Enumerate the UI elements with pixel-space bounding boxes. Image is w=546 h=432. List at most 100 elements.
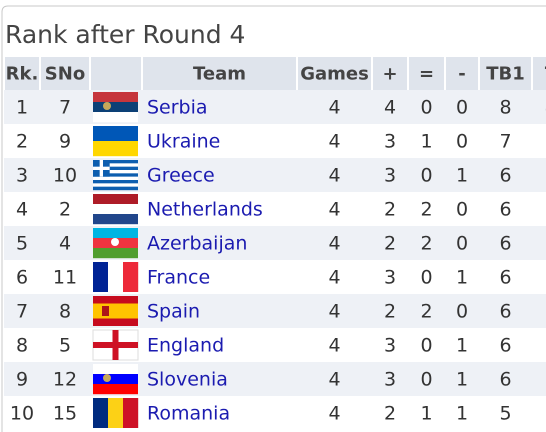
- column-header: +: [382, 64, 397, 85]
- flag-stripe: [93, 166, 138, 171]
- table-cell: 4: [384, 97, 396, 119]
- country-flag: [93, 92, 138, 123]
- table-cell: 1: [420, 131, 432, 153]
- table-cell: 8: [499, 97, 511, 119]
- table-cell: 2: [420, 233, 432, 255]
- table-cell: 1: [16, 97, 28, 119]
- table-cell: 7: [59, 97, 71, 119]
- table-cell: 1: [456, 369, 468, 391]
- column-header: Games: [300, 64, 369, 85]
- table-cell: 6: [499, 199, 511, 221]
- flag-stripe: [123, 262, 139, 292]
- team-link[interactable]: Spain: [147, 301, 200, 323]
- flag-stripe: [93, 170, 138, 174]
- team-link[interactable]: Ukraine: [147, 131, 220, 153]
- flag-stripe: [93, 228, 138, 239]
- panel-title: Rank after Round 4: [5, 20, 245, 49]
- team-link[interactable]: Romania: [147, 403, 230, 425]
- country-flag: [93, 398, 139, 428]
- country-flag: [93, 364, 138, 395]
- table-cell: 4: [545, 97, 546, 119]
- flag-stripe: [93, 126, 138, 142]
- header-bg: [4, 57, 546, 90]
- table-cell: 6: [499, 301, 511, 323]
- table-cell: 10: [10, 403, 34, 425]
- table-cell: 9: [16, 369, 28, 391]
- table-cell: 6: [16, 267, 28, 289]
- flag-stripe: [93, 398, 109, 428]
- table-cell: 4: [59, 233, 71, 255]
- table-cell: 4: [328, 403, 340, 425]
- table-cell: 3: [16, 165, 28, 187]
- flag-stripe: [93, 248, 138, 259]
- table-cell: 2: [384, 301, 396, 323]
- country-flag: [93, 296, 138, 326]
- flag-emblem: [111, 238, 119, 246]
- table-cell: 4: [328, 97, 340, 119]
- table-cell: 10: [53, 165, 77, 187]
- table-cell: 2: [384, 233, 396, 255]
- table-cell: 1: [456, 267, 468, 289]
- team-link[interactable]: Azerbaijan: [147, 233, 247, 255]
- team-link[interactable]: Slovenia: [147, 369, 228, 391]
- table-cell: 8: [59, 301, 71, 323]
- table-cell: 8: [16, 335, 28, 357]
- country-flag: [93, 194, 138, 225]
- country-flag: [93, 228, 138, 259]
- column-header: SNo: [45, 64, 85, 85]
- table-cell: 3: [384, 335, 396, 357]
- flag-stripe: [93, 92, 138, 103]
- table-cell: 0: [456, 199, 468, 221]
- flag-stripe: [93, 180, 138, 184]
- table-cell: 1: [456, 335, 468, 357]
- table-cell: 12: [53, 369, 77, 391]
- team-link[interactable]: England: [147, 335, 224, 357]
- table-cell: 0: [420, 97, 432, 119]
- flag-stripe: [93, 173, 138, 177]
- table-cell: 4: [328, 233, 340, 255]
- flag-cross: [112, 330, 119, 360]
- table-cell: 2: [384, 403, 396, 425]
- table-cell: 0: [420, 267, 432, 289]
- table-cell: 2: [384, 199, 396, 221]
- table-cell: 3: [384, 369, 396, 391]
- table-cell: 4: [328, 301, 340, 323]
- table-cell: 3: [384, 267, 396, 289]
- country-flag: [92, 329, 139, 361]
- country-flag: [93, 160, 138, 191]
- flag-stripe: [93, 204, 138, 215]
- table-cell: 6: [499, 335, 511, 357]
- flag-stripe: [93, 163, 138, 167]
- column-header: TB1: [486, 64, 525, 85]
- table-cell: 0: [456, 131, 468, 153]
- column-header: -: [458, 64, 465, 85]
- panel-border: [1, 5, 546, 432]
- table-cell: 4: [328, 199, 340, 221]
- table-cell: 4: [328, 335, 340, 357]
- table-cell: 15: [53, 403, 77, 425]
- table-cell: 4: [16, 199, 28, 221]
- team-link[interactable]: Greece: [147, 165, 215, 187]
- table-cell: 4: [328, 267, 340, 289]
- table-cell: 4: [328, 131, 340, 153]
- team-link[interactable]: Serbia: [147, 97, 208, 119]
- flag-emblem: [103, 102, 111, 110]
- table-cell: 6: [499, 369, 511, 391]
- flag-stripe: [93, 102, 138, 113]
- country-flag: [93, 262, 139, 292]
- country-flag: [93, 126, 138, 157]
- team-link[interactable]: Netherlands: [147, 199, 263, 221]
- column-header: Rk.: [6, 64, 39, 85]
- table-cell: 3: [545, 199, 546, 221]
- table-cell: 4: [328, 165, 340, 187]
- table-cell: 2: [16, 131, 28, 153]
- table-cell: 2: [420, 301, 432, 323]
- flag-stripe: [93, 160, 138, 164]
- team-link[interactable]: France: [147, 267, 210, 289]
- table-cell: 6: [499, 165, 511, 187]
- flag-stripe: [93, 112, 138, 123]
- flag-stripe: [93, 303, 138, 319]
- flag-stripe: [93, 262, 109, 292]
- table-cell: 0: [420, 369, 432, 391]
